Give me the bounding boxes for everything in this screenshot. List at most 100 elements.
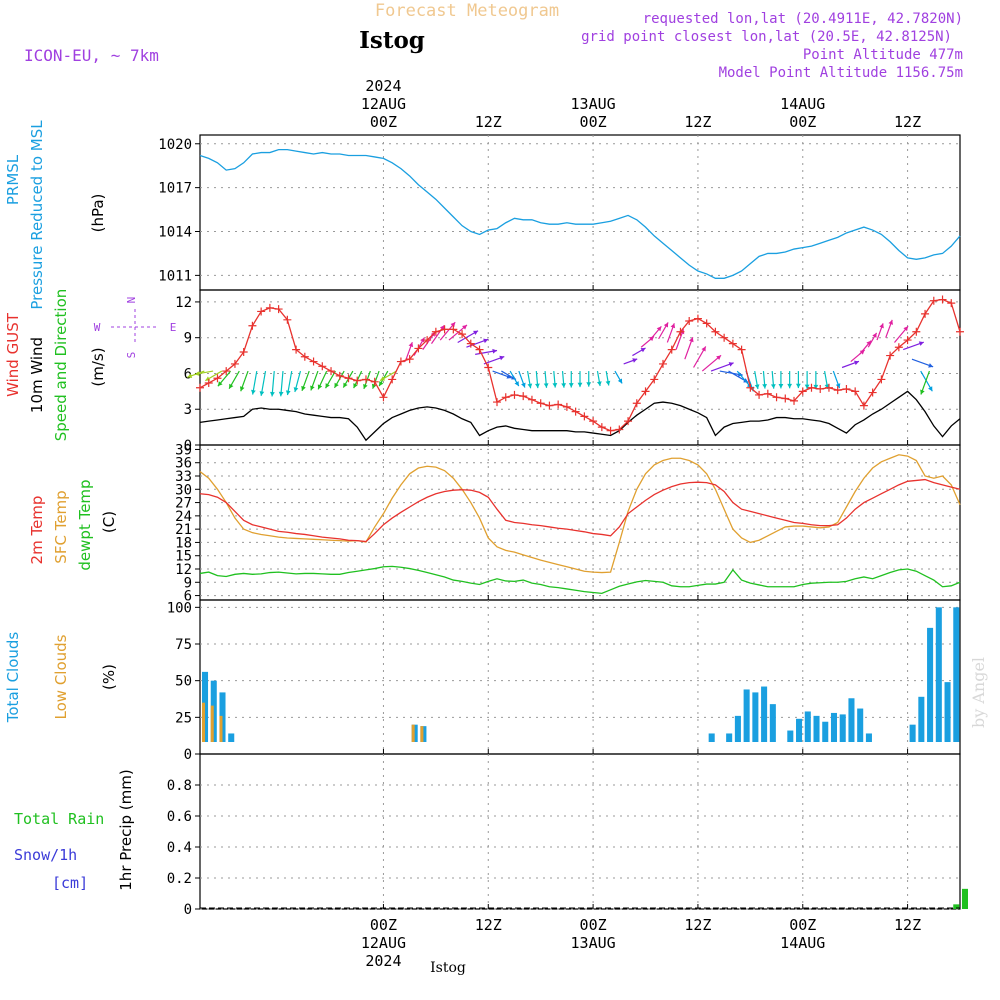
gust-marker [414, 344, 423, 353]
gust-marker [929, 296, 938, 305]
wind-arrow-head [728, 362, 734, 367]
gust-marker [772, 393, 781, 402]
total-clouds-bar [822, 721, 829, 742]
wind-arrow-head [770, 384, 776, 389]
wind-arrow-head [617, 378, 623, 384]
wind-speed-label: 10m Wind [28, 337, 46, 413]
gust-marker [274, 305, 283, 314]
total-clouds-bar [830, 712, 838, 742]
compass-east: E [170, 321, 177, 334]
gust-marker [396, 357, 405, 366]
gust-marker [798, 387, 807, 396]
gust-marker [327, 367, 336, 376]
wind-arrow-head [640, 347, 646, 353]
gust-marker [833, 386, 842, 395]
low-clouds-bar [202, 702, 206, 742]
wind-arrow-head [301, 385, 306, 391]
wind-arrow-head [561, 383, 566, 388]
gust-marker [877, 375, 886, 384]
wind-arrow-head [689, 337, 694, 343]
wind-arrow-head [535, 383, 540, 389]
snow-legend: Snow/1h [14, 846, 77, 864]
wind-arrow-head [552, 383, 558, 388]
clouds-unit: (%) [100, 664, 118, 690]
y-tick-label: 36 [175, 456, 192, 472]
gust-marker [423, 336, 432, 345]
wind-speed-series [199, 390, 961, 442]
y-tick-label: 27 [175, 496, 192, 512]
y-tick-label: 100 [167, 600, 192, 616]
y-tick-label: 1017 [158, 181, 192, 197]
wind-arrow-head [285, 390, 291, 396]
compass-north: N [125, 297, 138, 304]
wind-arrow-head [824, 384, 830, 389]
wind-arrow-head [854, 360, 859, 366]
wind-arrow-head [492, 348, 498, 354]
total-clouds-bar [743, 689, 750, 742]
wind-arrow-head [663, 322, 669, 328]
gust-marker [580, 412, 589, 421]
wind-arrow-head [278, 391, 284, 397]
gust-marker [824, 383, 833, 392]
gust-marker [248, 321, 257, 330]
total-clouds-bar [953, 607, 960, 742]
gust-marker [711, 327, 720, 336]
time-label: 00Z [370, 916, 397, 934]
gust-marker [283, 315, 292, 324]
gust-marker [790, 396, 799, 405]
wind-arrow-head [462, 324, 467, 330]
total-clouds-bar [708, 733, 715, 742]
y-tick-label: 12 [175, 295, 192, 311]
total-clouds-bar [839, 714, 846, 742]
gust-marker [702, 319, 711, 328]
time-label: 12AUG [361, 934, 406, 952]
total-clouds-bar [865, 733, 872, 742]
model-altitude: Model Point Altitude 1156.75m [719, 65, 963, 81]
precip-label: 1hr Precip (mm) [117, 769, 135, 890]
gust-marker [230, 359, 239, 368]
gust-marker [571, 407, 580, 416]
pressure-series [199, 148, 961, 279]
dewpoint-label: dewpt Temp [76, 479, 94, 570]
total-clouds-bar [935, 607, 942, 742]
pressure-unit: (hPa) [89, 194, 107, 233]
gust-marker [353, 376, 362, 385]
gust-marker [213, 374, 222, 383]
compass-south: S [125, 352, 138, 359]
time-label: 00Z [789, 916, 816, 934]
gust-marker [493, 398, 502, 407]
gust-marker [938, 295, 947, 304]
y-tick-label: 75 [175, 637, 192, 653]
total-clouds-label: Total Clouds [4, 632, 22, 724]
y-tick-label: 30 [175, 482, 192, 498]
temp-2m-label: 2m Temp [28, 496, 46, 565]
time-label: 12Z [894, 113, 921, 131]
gust-marker [737, 345, 746, 354]
wind-arrow-head [596, 381, 602, 387]
wind-arrow-head [251, 389, 256, 395]
total-clouds-bar [210, 680, 217, 742]
time-label: 00Z [370, 113, 397, 131]
wind-arrow-head [903, 326, 909, 332]
wind-arrow-head [259, 391, 265, 396]
total-clouds-bar [909, 724, 916, 742]
gust-marker [650, 375, 659, 384]
gust-marker [816, 384, 825, 393]
wind-arrow-head [379, 381, 384, 387]
gust-marker [257, 307, 266, 316]
wind-arrow-head [450, 322, 456, 328]
product-title: Forecast Meteogram [375, 1, 559, 21]
gust-marker [763, 389, 772, 398]
gust-marker [431, 327, 440, 336]
wind-arrow-head [928, 363, 934, 368]
gust-marker [807, 383, 816, 392]
wind-arrow-head [239, 386, 245, 392]
gust-marker [536, 399, 545, 408]
wind-arrow-head [701, 346, 706, 352]
panel-pressure: 1011 1014 1017 1020 PRMSL Pressure Reduced to… [4, 120, 961, 310]
total-clouds-bar [848, 698, 855, 742]
precip-bar [962, 888, 968, 909]
total-clouds-bar [796, 718, 803, 742]
